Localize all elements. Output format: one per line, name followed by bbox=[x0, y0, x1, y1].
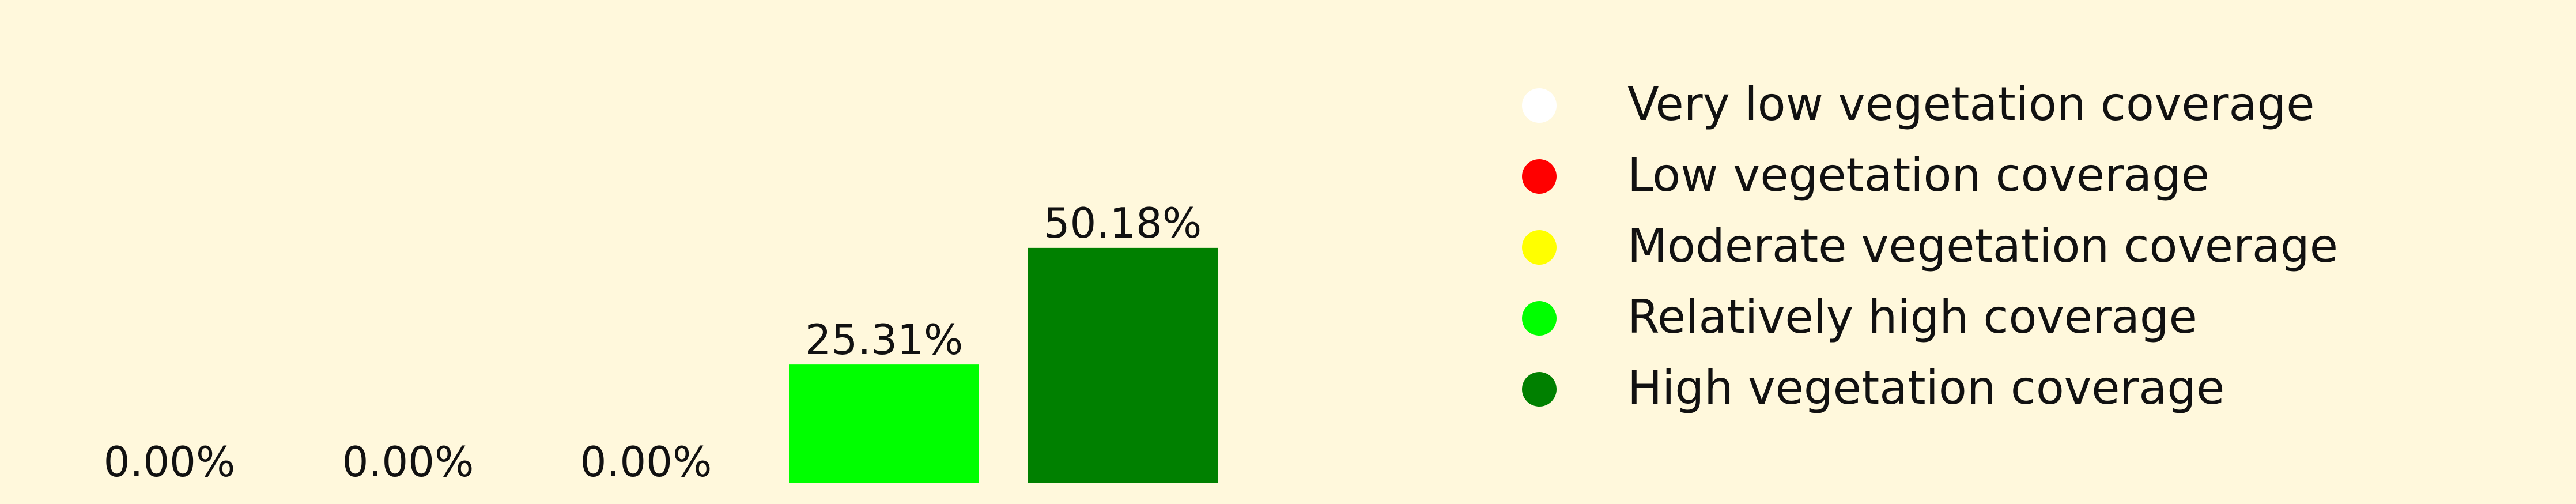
value-label-5: 50.18% bbox=[1044, 199, 1202, 247]
legend-marker-4 bbox=[1522, 301, 1557, 336]
legend-label-5: High vegetation coverage bbox=[1627, 361, 2224, 415]
bars-layer bbox=[789, 247, 1218, 483]
bar-4 bbox=[789, 364, 979, 483]
legend-label-3: Moderate vegetation coverage bbox=[1627, 219, 2338, 273]
value-label-2: 0.00% bbox=[342, 438, 474, 486]
value-label-3: 0.00% bbox=[580, 438, 712, 486]
bar-5 bbox=[1028, 247, 1218, 483]
legend-marker-2 bbox=[1522, 159, 1557, 194]
value-label-1: 0.00% bbox=[104, 438, 236, 486]
legend-marker-1 bbox=[1522, 88, 1557, 123]
legend-marker-5 bbox=[1522, 372, 1557, 407]
legend-label-4: Relatively high coverage bbox=[1627, 290, 2197, 344]
value-label-4: 25.31% bbox=[805, 315, 964, 364]
value-labels-layer: 0.00% 0.00% 0.00% 25.31% 50.18% bbox=[104, 199, 1202, 486]
legend-label-1: Very low vegetation coverage bbox=[1627, 77, 2314, 131]
legend: Very low vegetation coverage Low vegetati… bbox=[1522, 77, 2338, 415]
legend-marker-3 bbox=[1522, 230, 1557, 265]
legend-label-2: Low vegetation coverage bbox=[1627, 148, 2209, 202]
